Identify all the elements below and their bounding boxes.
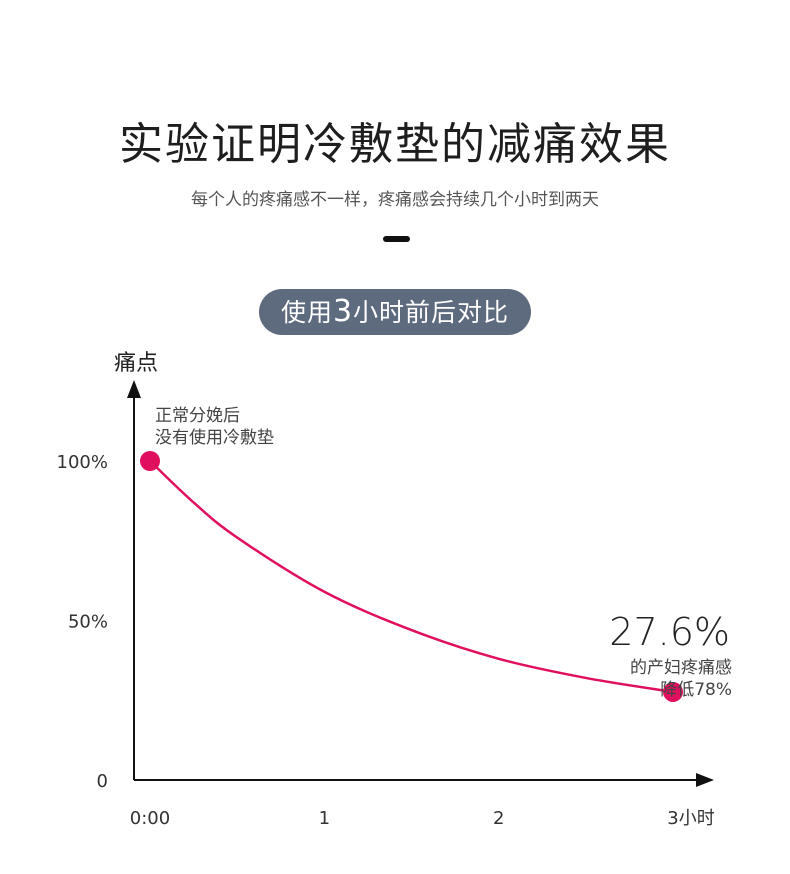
badge-suffix: 小时前后对比 bbox=[353, 298, 510, 327]
x-tick-label: 2 bbox=[493, 808, 504, 829]
divider-bar bbox=[383, 236, 410, 242]
axes bbox=[127, 380, 714, 787]
start-annotation-line-1: 正常分娩后 bbox=[155, 406, 240, 426]
y-tick-label: 50% bbox=[68, 612, 108, 633]
badge-number: 3 bbox=[332, 294, 354, 329]
y-tick-label: 100% bbox=[57, 452, 108, 473]
end-point-marker bbox=[663, 681, 683, 702]
page-title: 实验证明冷敷垫的减痛效果 bbox=[119, 119, 671, 170]
y-tick-label: 0 bbox=[97, 771, 108, 792]
start-annotation-line-2: 没有使用冷敷垫 bbox=[155, 428, 274, 448]
tick-labels: 痛点 0 50% 100% 0:00 1 2 3小时 bbox=[57, 351, 715, 829]
end-annotation-line-2: 降低78% bbox=[660, 680, 732, 700]
x-tick-label: 1 bbox=[319, 808, 330, 829]
end-value-label: 27.6% bbox=[609, 610, 730, 654]
page-subtitle: 每个人的疼痛感不一样，疼痛感会持续几个小时到两天 bbox=[191, 190, 599, 210]
end-annotation: 的产妇疼痛感 降低78% bbox=[560, 657, 732, 701]
series-layer bbox=[140, 451, 683, 702]
comparison-badge: 使用3小时前后对比 bbox=[259, 289, 531, 335]
x-tick-label: 0:00 bbox=[130, 808, 170, 829]
y-axis-title: 痛点 bbox=[114, 351, 158, 376]
start-annotation: 正常分娩后 没有使用冷敷垫 bbox=[155, 405, 274, 449]
badge-prefix: 使用 bbox=[280, 298, 333, 327]
pain-curve-line bbox=[149, 460, 674, 694]
y-axis-arrow bbox=[127, 380, 141, 398]
x-tick-label: 3小时 bbox=[667, 808, 714, 829]
end-annotation-line-1: 的产妇疼痛感 bbox=[630, 658, 732, 678]
start-point-marker bbox=[140, 451, 160, 471]
x-axis-arrow bbox=[696, 773, 714, 787]
